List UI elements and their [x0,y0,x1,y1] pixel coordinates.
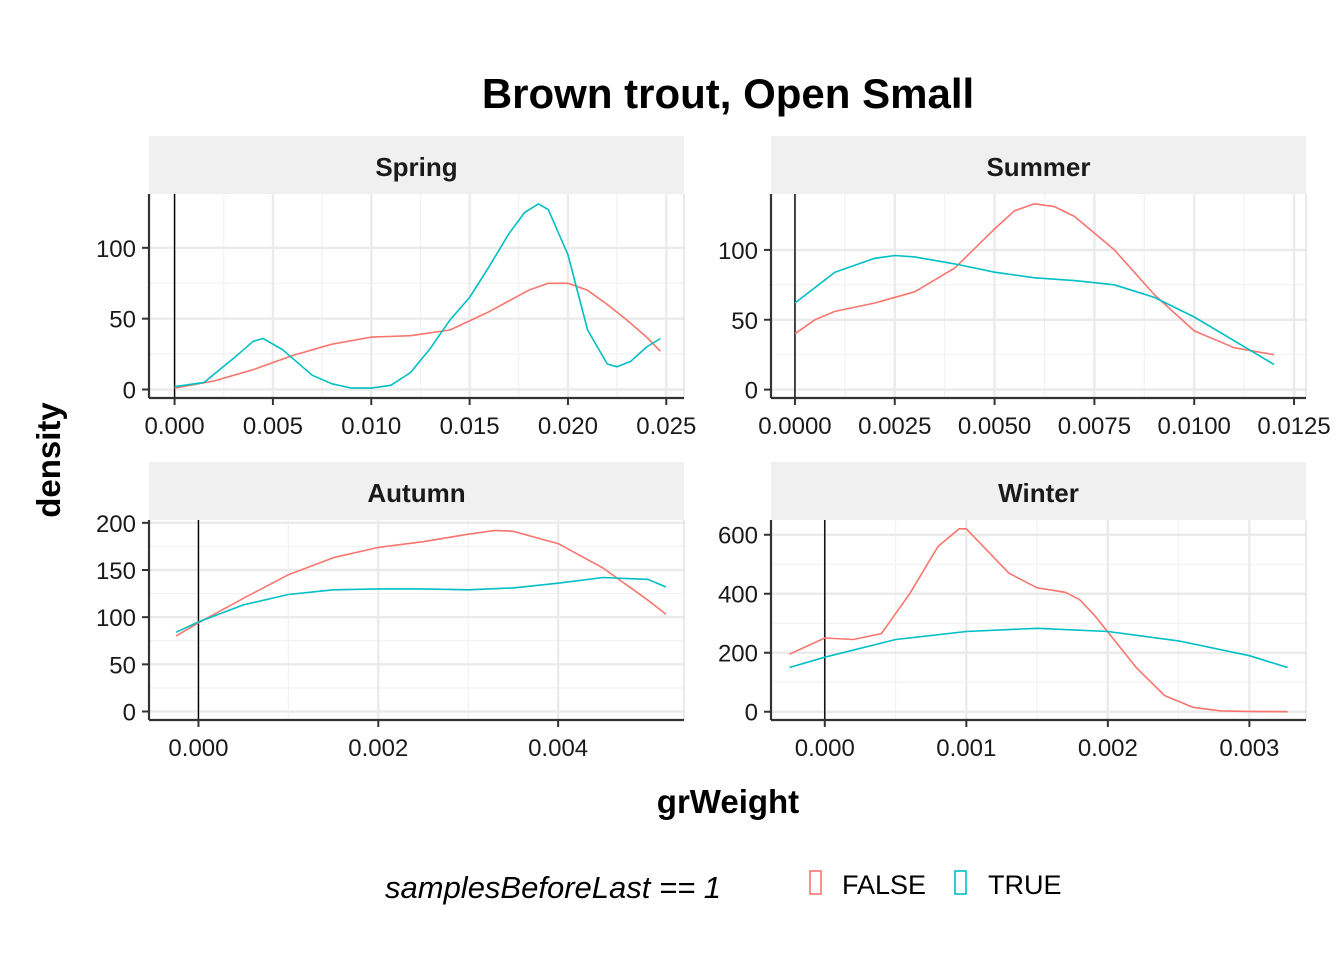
panel-summer: Summer 0.0000 0.0025 0.0050 0.0075 0.0100 0.01… [718,136,1331,440]
strip-label-summer: Summer [986,152,1090,182]
minor-grid-spring [149,194,684,398]
strip-label-winter: Winter [998,478,1079,508]
y-tick-label-autumn: 50 [109,652,136,679]
x-tick-label-winter: 0.001 [936,735,996,762]
legend-label-true: TRUE [988,870,1062,900]
x-tick-label-summer: 0.0100 [1158,413,1231,440]
density-line-winter-true [789,627,1288,669]
x-tick-label-autumn: 0.000 [168,735,228,762]
density-line-spring-false [174,282,661,389]
x-tick-label-spring: 0.010 [341,413,401,440]
x-tick-label-winter: 0.000 [795,735,855,762]
chart-title: Brown trout, Open Small [482,70,974,117]
strip-autumn [149,462,684,520]
strip-label-autumn: Autumn [367,478,465,508]
y-tick-label-summer: 100 [718,238,758,265]
minor-grid-winter [771,520,1306,720]
x-tick-label-summer: 0.0025 [858,413,931,440]
x-tick-label-winter: 0.003 [1219,735,1279,762]
x-tick-label-summer: 0.0125 [1257,413,1330,440]
y-tick-label-summer: 50 [731,308,758,335]
x-tick-label-autumn: 0.002 [348,735,408,762]
strip-winter [771,462,1306,520]
y-tick-label-autumn: 200 [96,511,136,538]
legend-key-false [809,870,822,895]
panel-spring: Spring 0.000 0.005 0.010 0.015 0.020 0.025 0 50 1… [96,136,696,440]
legend-title: samplesBeforeLast == 1 [385,870,721,905]
y-axis-title: density [30,402,67,518]
density-line-autumn-true [175,576,667,634]
y-tick-label-winter: 600 [718,523,758,550]
x-tick-label-autumn: 0.004 [528,735,588,762]
density-line-spring-true [174,203,661,389]
legend-key-true [954,870,967,895]
facet-panels: Spring 0.000 0.005 0.010 0.015 0.020 0.025 0 50 1… [96,136,1331,762]
x-tick-label-summer: 0.0075 [1058,413,1131,440]
y-tick-label-winter: 0 [745,700,758,727]
y-tick-label-autumn: 100 [96,605,136,632]
x-tick-label-spring: 0.015 [440,413,500,440]
x-tick-label-spring: 0.005 [243,413,303,440]
panel-winter: Winter 0.000 0.001 0.002 0.003 0 200 400 600 [718,462,1307,762]
density-line-summer-false [794,203,1275,356]
panel-autumn: Autumn 0.000 0.002 0.004 0 50 100 150 200 [96,462,685,762]
x-tick-label-spring: 0.020 [538,413,598,440]
y-tick-label-winter: 400 [718,582,758,609]
density-line-winter-false [789,527,1288,713]
y-tick-label-spring: 0 [123,378,136,405]
x-tick-label-summer: 0.0050 [958,413,1031,440]
y-tick-label-spring: 100 [96,236,136,263]
strip-spring [149,136,684,194]
x-tick-label-spring: 0.025 [636,413,696,440]
density-line-summer-true [794,254,1275,366]
x-axis-title: grWeight [657,783,799,820]
legend-label-false: FALSE [842,870,926,900]
x-tick-label-summer: 0.0000 [758,413,831,440]
y-tick-label-spring: 50 [109,307,136,334]
minor-grid-autumn [149,520,684,720]
y-tick-label-summer: 0 [745,378,758,405]
x-tick-label-winter: 0.002 [1078,735,1138,762]
x-tick-label-spring: 0.000 [145,413,205,440]
y-tick-label-winter: 200 [718,641,758,668]
legend: samplesBeforeLast == 1 FALSE TRUE [385,870,1062,905]
strip-label-spring: Spring [375,152,457,182]
y-tick-label-autumn: 150 [96,558,136,585]
minor-grid-summer [771,194,1306,398]
density-line-autumn-false [175,529,667,637]
y-tick-label-autumn: 0 [123,700,136,727]
strip-summer [771,136,1306,194]
